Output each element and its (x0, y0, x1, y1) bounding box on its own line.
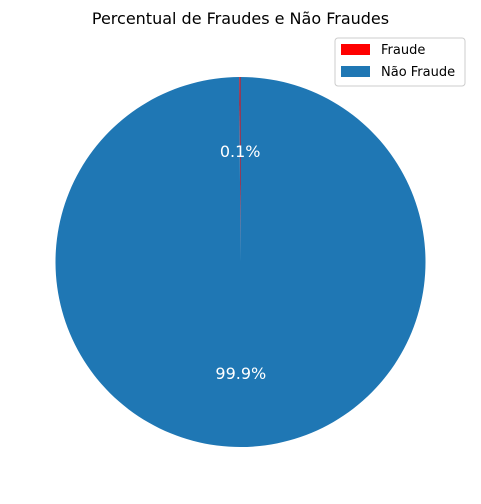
pie-percent-label-nao-fraude: 99.9% (215, 364, 266, 383)
legend-swatch-fraude (341, 44, 370, 55)
pie-slice-fraude (239, 77, 241, 262)
legend-swatch-nao-fraude (341, 66, 370, 77)
chart-title: Percentual de Fraudes e Não Fraudes (92, 9, 389, 28)
legend-label-nao-fraude: Não Fraude (381, 65, 455, 80)
pie-percent-label-fraude: 0.1% (220, 142, 261, 161)
legend-label-fraude: Fraude (381, 43, 425, 58)
pie-slice-nao-fraude (55, 77, 426, 447)
legend: Fraude Não Fraude (334, 37, 466, 87)
pie-slices (55, 77, 426, 447)
pie-percent-labels: 0.1% 99.9% (215, 142, 266, 383)
